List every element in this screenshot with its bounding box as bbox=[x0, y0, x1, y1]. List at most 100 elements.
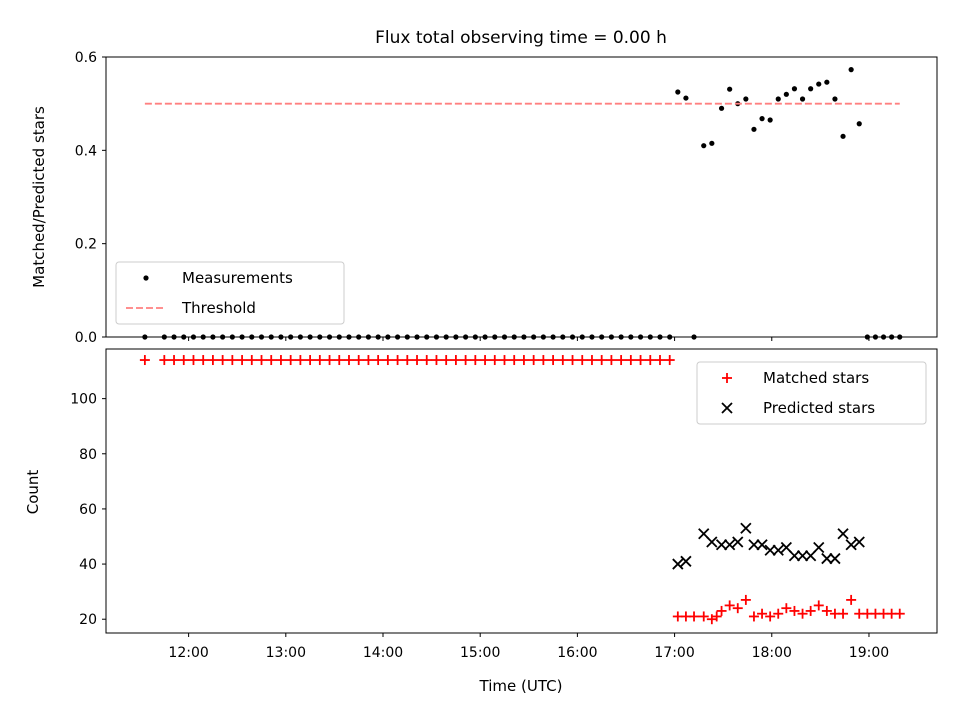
measurements-point bbox=[691, 334, 697, 340]
measurements-point bbox=[404, 334, 410, 340]
matched-stars-point bbox=[606, 355, 617, 366]
measurements-point bbox=[365, 334, 372, 340]
threshold-legend-label: Threshold bbox=[181, 299, 256, 317]
matched-stars-point bbox=[740, 594, 751, 605]
measurements-point bbox=[840, 133, 846, 139]
measurements-point bbox=[783, 91, 789, 97]
matched-stars-point bbox=[711, 611, 722, 622]
matched-stars-point bbox=[227, 355, 238, 366]
predicted-stars-point bbox=[837, 528, 849, 540]
measurements-point bbox=[759, 116, 765, 122]
predicted-stars-point bbox=[724, 539, 736, 551]
measurements-point bbox=[453, 334, 459, 340]
measurements-point bbox=[385, 334, 391, 340]
measurements-point bbox=[210, 334, 216, 340]
predicted-stars-legend-marker bbox=[721, 402, 733, 414]
matched-stars-point bbox=[441, 355, 452, 366]
matched-stars-point bbox=[655, 355, 665, 366]
bottom-legend: Matched stars Predicted stars bbox=[696, 361, 927, 425]
matched-stars-point bbox=[460, 355, 471, 366]
measurements-point bbox=[161, 334, 167, 340]
matched-stars-legend-marker bbox=[722, 373, 732, 383]
matched-stars-point bbox=[732, 603, 743, 614]
matched-stars-legend-label: Matched stars bbox=[763, 369, 869, 387]
matched-stars-point bbox=[382, 355, 393, 366]
measurements-point bbox=[482, 334, 488, 340]
top-ytick-label: 0.6 bbox=[75, 50, 97, 66]
measurements-point bbox=[599, 334, 605, 340]
matched-stars-point bbox=[450, 355, 461, 366]
matched-stars-point bbox=[373, 355, 384, 366]
measurements-point bbox=[701, 143, 707, 149]
matched-stars-point bbox=[217, 355, 228, 366]
matched-stars-point bbox=[789, 605, 800, 616]
matched-stars-point bbox=[567, 355, 578, 366]
matched-stars-point bbox=[334, 355, 345, 366]
measurements-point bbox=[667, 334, 673, 340]
measurements-point bbox=[220, 334, 226, 340]
matched-stars-point bbox=[207, 355, 218, 366]
measurements-point bbox=[433, 334, 440, 340]
measurements-point bbox=[190, 334, 197, 340]
bottom-ytick-label: 60 bbox=[79, 502, 97, 518]
measurements-point bbox=[336, 334, 342, 340]
matched-stars-point bbox=[664, 355, 675, 366]
predicted-stars-point bbox=[748, 539, 760, 551]
top-ytick-label: 0.0 bbox=[75, 330, 97, 346]
matched-stars-point bbox=[616, 355, 627, 366]
measurements-point bbox=[258, 334, 265, 340]
measurements-point bbox=[550, 334, 556, 340]
bottom-ytick-label: 100 bbox=[70, 392, 97, 408]
top-ytick-label: 0.2 bbox=[75, 237, 97, 253]
measurements-point bbox=[727, 86, 733, 92]
bottom-panel: 20 40 60 80 100 12:00 13:00 14:00 15:00 16:00 17:0… bbox=[70, 348, 938, 661]
measurements-point bbox=[832, 96, 838, 102]
measurements-point bbox=[424, 334, 430, 340]
measurements-point bbox=[307, 334, 313, 340]
measurements-point bbox=[675, 89, 681, 95]
matched-stars-point bbox=[256, 355, 267, 366]
matched-stars-point bbox=[813, 600, 824, 611]
matched-stars-point bbox=[246, 355, 257, 366]
measurements-point bbox=[443, 334, 449, 340]
matched-stars-point bbox=[757, 608, 768, 619]
measurements-point bbox=[864, 334, 870, 340]
measurements-point bbox=[511, 334, 517, 340]
measurements-point bbox=[718, 105, 725, 111]
measurements-point bbox=[463, 334, 469, 340]
matched-stars-point bbox=[781, 603, 792, 614]
measurements-point bbox=[531, 334, 537, 340]
matched-stars-point bbox=[698, 611, 709, 622]
matched-stars-point bbox=[773, 608, 784, 619]
measurements-point bbox=[897, 334, 903, 340]
matched-stars-point bbox=[169, 355, 180, 366]
measurements-point bbox=[278, 334, 284, 340]
matched-stars-point bbox=[237, 355, 248, 366]
matched-stars-point bbox=[324, 355, 335, 366]
measurements-point bbox=[767, 117, 773, 123]
measurements-point bbox=[657, 334, 663, 340]
measurements-legend-label: Measurements bbox=[182, 269, 293, 287]
matched-stars-point bbox=[625, 355, 636, 366]
measurements-point bbox=[171, 334, 177, 340]
matched-stars-point bbox=[716, 605, 727, 616]
matched-stars-point bbox=[266, 355, 277, 366]
matched-stars-point bbox=[689, 611, 700, 622]
predicted-stars-point bbox=[796, 550, 809, 562]
measurements-point bbox=[579, 334, 585, 340]
measurements-point bbox=[239, 334, 245, 340]
matched-stars-point bbox=[586, 355, 597, 366]
matched-stars-point bbox=[748, 611, 759, 622]
matched-stars-point bbox=[509, 355, 520, 366]
predicted-stars-point bbox=[706, 536, 718, 548]
matched-stars-point bbox=[353, 355, 364, 366]
predicted-stars-point bbox=[715, 539, 728, 551]
xtick-label: 16:00 bbox=[557, 645, 597, 661]
matched-stars-point bbox=[159, 355, 170, 366]
matched-stars-point bbox=[363, 355, 374, 366]
matched-stars-point bbox=[499, 355, 510, 366]
measurements-point bbox=[637, 334, 644, 340]
measurements-point bbox=[317, 334, 323, 340]
matched-stars-point bbox=[470, 355, 481, 366]
xtick-label: 19:00 bbox=[849, 645, 889, 661]
